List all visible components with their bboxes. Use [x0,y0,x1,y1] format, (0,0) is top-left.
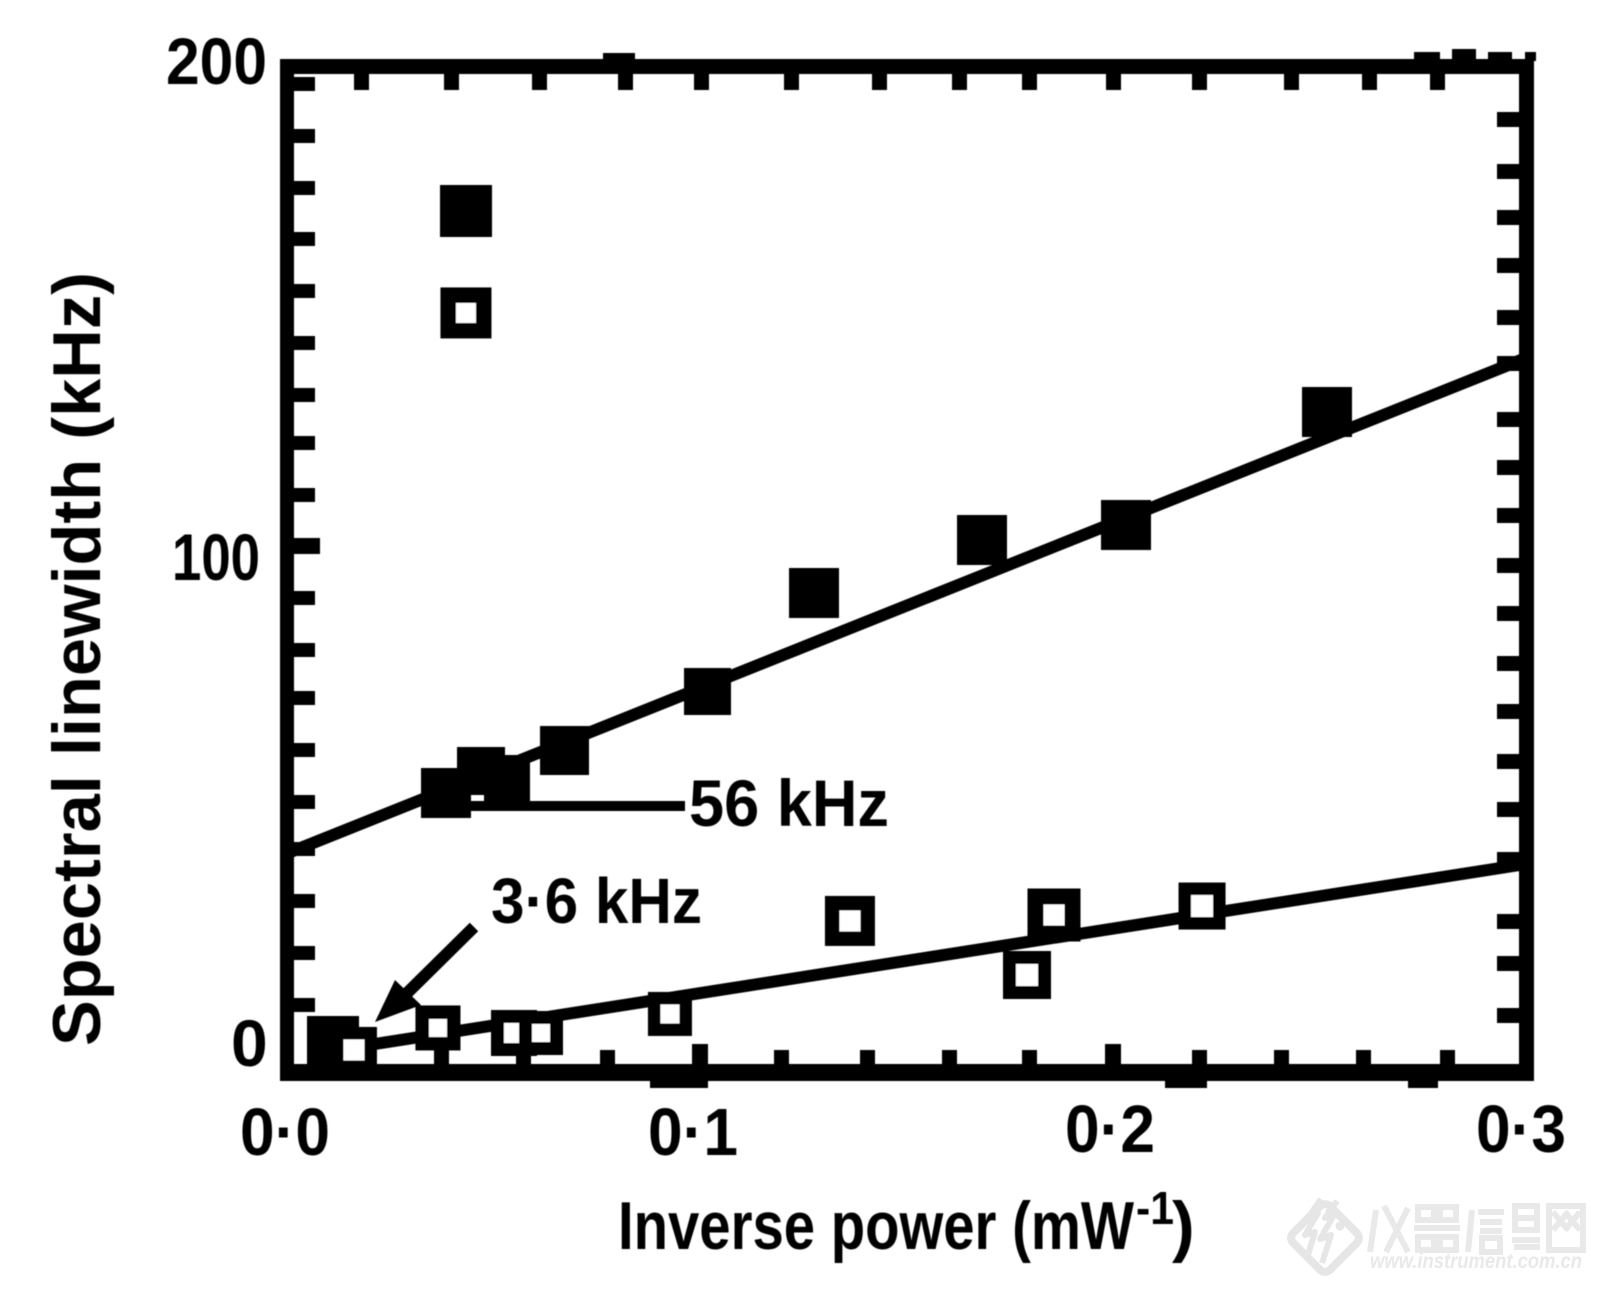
svg-text:200: 200 [166,24,267,98]
svg-text:0: 0 [231,1006,268,1080]
svg-text:): ) [1172,1188,1195,1264]
svg-text:3·6 kHz: 3·6 kHz [491,865,702,937]
svg-text:0·0: 0·0 [240,1095,330,1170]
svg-text:Inverse power (mW: Inverse power (mW [618,1188,1135,1264]
svg-text:0·1: 0·1 [648,1095,738,1170]
svg-text:-1: -1 [1136,1182,1174,1234]
svg-text:0·2: 0·2 [1065,1092,1155,1167]
svg-text:100: 100 [172,520,260,594]
svg-text:56 kHz: 56 kHz [689,766,889,840]
svg-text:0·3: 0·3 [1476,1092,1566,1167]
svg-text:Spectral linewidth (kHz): Spectral linewidth (kHz) [39,272,115,1046]
svg-text:www.instrument.com.cn: www.instrument.com.cn [1370,1250,1582,1273]
